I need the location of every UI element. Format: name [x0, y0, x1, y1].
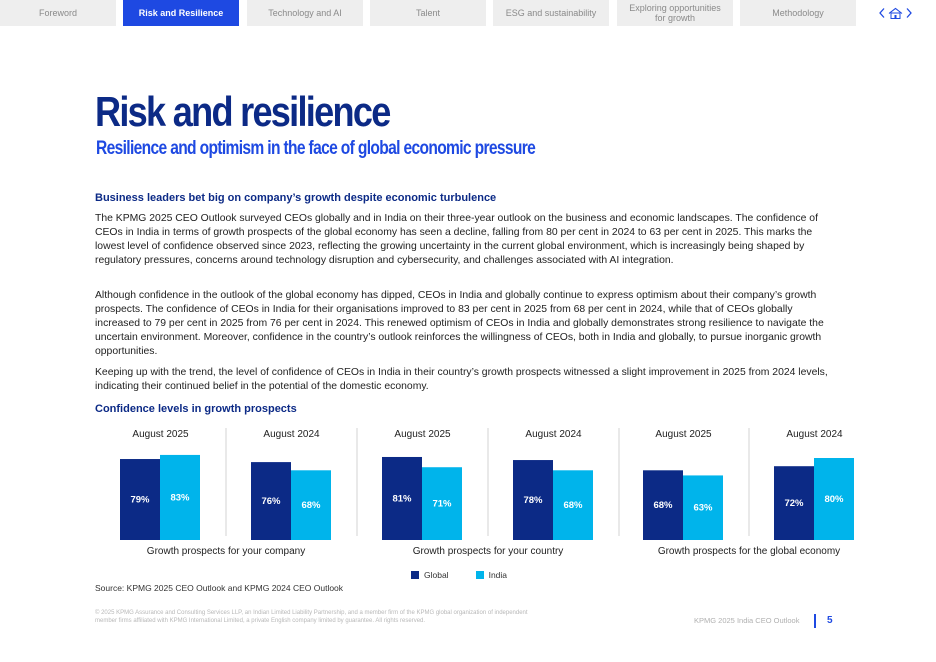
bar-global — [251, 462, 291, 540]
tab-talent[interactable]: Talent — [370, 0, 486, 26]
legend-swatch-global — [411, 571, 419, 579]
page-title: Risk and resilience — [95, 88, 391, 135]
bar-value-label: 79% — [130, 495, 150, 506]
bar-india — [422, 467, 462, 540]
bar-value-label: 83% — [170, 492, 190, 503]
bar-global — [120, 459, 160, 540]
paragraph-2: Although confidence in the outlook of th… — [95, 290, 824, 357]
paragraph-3: Keeping up with the trend, the level of … — [95, 367, 828, 392]
bar-global — [382, 456, 422, 540]
page-number: 5 — [827, 615, 833, 626]
legend-item-india: India — [475, 570, 508, 580]
bar-global — [774, 466, 814, 540]
chart-source: Source: KPMG 2025 CEO Outlook and KPMG 2… — [95, 583, 344, 593]
nav-icon-group — [878, 6, 914, 20]
chart-heading: Confidence levels in growth prospects — [95, 403, 297, 415]
bar-value-label: 71% — [432, 499, 452, 510]
group-category-label: Growth prospects for your country — [413, 546, 564, 557]
bar-global — [643, 470, 683, 540]
legend-label-india: India — [488, 570, 508, 580]
bar-india — [814, 458, 854, 540]
confidence-bar-chart: August 2025 79% 83% August 2024 76% 68% Growth… — [120, 428, 854, 557]
page-subtitle: Resilience and optimism in the face of g… — [96, 138, 536, 159]
footer-legal-text: © 2025 KPMG Assurance and Consulting Ser… — [95, 610, 528, 624]
chevron-right-icon[interactable] — [906, 8, 912, 18]
bar-global — [513, 460, 553, 540]
bar-india — [553, 470, 593, 540]
bar-value-label: 68% — [563, 500, 583, 511]
bar-india — [683, 475, 723, 540]
bar-value-label: 78% — [523, 495, 543, 506]
section-heading: Business leaders bet big on company’s gr… — [95, 192, 497, 204]
bar-value-label: 63% — [693, 503, 713, 514]
footer-divider — [814, 614, 816, 628]
tab-exploring-opportunities[interactable]: Exploring opportunities for growth — [617, 0, 733, 26]
group-category-label: Growth prospects for your company — [147, 546, 305, 557]
period-label: August 2025 — [655, 429, 712, 440]
bar-value-label: 72% — [784, 498, 804, 509]
tab-methodology[interactable]: Methodology — [740, 0, 856, 26]
legend-label-global: Global — [424, 570, 449, 580]
footer-document-title: KPMG 2025 India CEO Outlook — [694, 616, 800, 625]
tab-risk-and-resilience[interactable]: Risk and Resilience — [123, 0, 239, 26]
period-label: August 2024 — [525, 429, 582, 440]
bar-value-label: 68% — [301, 500, 321, 511]
bar-value-label: 68% — [653, 500, 673, 511]
legend-swatch-india — [475, 571, 484, 579]
home-icon[interactable] — [888, 7, 903, 19]
bar-value-label: 76% — [261, 496, 281, 507]
period-label: August 2025 — [394, 429, 451, 440]
bar-india — [160, 454, 200, 540]
period-label: August 2024 — [786, 429, 843, 440]
tab-esg-and-sustainability[interactable]: ESG and sustainability — [493, 0, 609, 26]
period-label: August 2025 — [132, 429, 189, 440]
tab-technology-and-ai[interactable]: Technology and AI — [247, 0, 363, 26]
bar-india — [291, 470, 331, 540]
chevron-left-icon[interactable] — [879, 8, 885, 18]
legend-item-global: Global — [411, 570, 449, 580]
chart-legend: Global India — [411, 570, 534, 580]
group-category-label: Growth prospects for the global economy — [658, 546, 840, 557]
bar-value-label: 81% — [392, 493, 412, 504]
period-label: August 2024 — [263, 429, 320, 440]
paragraph-1: The KPMG 2025 CEO Outlook surveyed CEOs … — [95, 213, 818, 266]
top-navigation: Foreword Risk and Resilience Technology … — [0, 0, 936, 26]
bar-value-label: 80% — [824, 494, 844, 505]
tab-foreword[interactable]: Foreword — [0, 0, 116, 26]
